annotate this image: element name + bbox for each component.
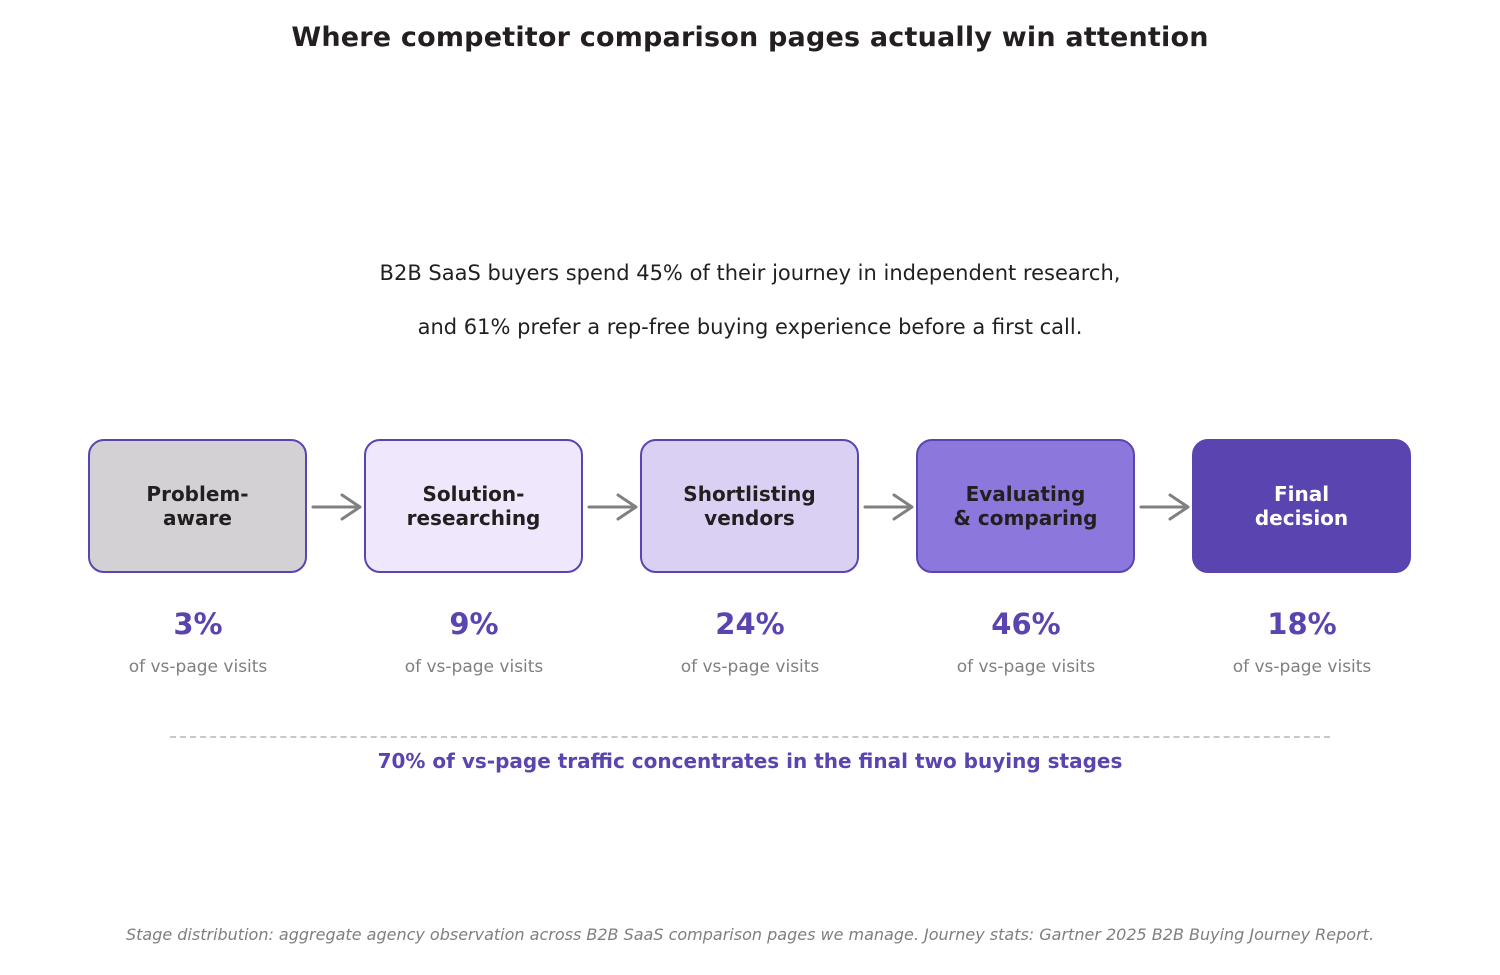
stage-share-value: 24% bbox=[715, 607, 785, 641]
stage-share-value: 3% bbox=[173, 607, 223, 641]
arrow-right-icon bbox=[863, 493, 914, 521]
subtitle-line-2: and 61% prefer a rep-free buying experie… bbox=[417, 315, 1083, 339]
stage-box-solution-researching: Solution- researching bbox=[364, 439, 583, 573]
subtitle-line-1: B2B SaaS buyers spend 45% of their journ… bbox=[379, 261, 1121, 285]
stage-box-problem-aware: Problem- aware bbox=[88, 439, 307, 573]
stage-share-caption: of vs-page visits bbox=[680, 657, 820, 677]
stage-share-value: 9% bbox=[449, 607, 499, 641]
stage-box-evaluating-comparing: Evaluating & comparing bbox=[916, 439, 1135, 573]
callout-text: 70% of vs-page traffic concentrates in t… bbox=[377, 749, 1123, 773]
stage-label: Evaluating & comparing bbox=[953, 482, 1098, 530]
stage-label: Problem- aware bbox=[146, 482, 249, 530]
stage-box-shortlisting-vendors: Shortlisting vendors bbox=[640, 439, 859, 573]
stage-box-final-decision: Final decision bbox=[1192, 439, 1411, 573]
source-footnote: Stage distribution: aggregate agency obs… bbox=[125, 925, 1375, 944]
stage-share-caption: of vs-page visits bbox=[956, 657, 1096, 677]
stage-label: Final decision bbox=[1254, 482, 1349, 530]
stage-share-value: 18% bbox=[1267, 607, 1337, 641]
arrow-right-icon bbox=[311, 493, 362, 521]
dashed-divider bbox=[170, 736, 1330, 738]
stage-share-caption: of vs-page visits bbox=[1232, 657, 1372, 677]
arrow-right-icon bbox=[1139, 493, 1190, 521]
stage-label: Shortlisting vendors bbox=[683, 482, 816, 530]
stage-label: Solution- researching bbox=[406, 482, 541, 530]
stage-share-value: 46% bbox=[991, 607, 1061, 641]
stage-share-caption: of vs-page visits bbox=[404, 657, 544, 677]
stage-share-caption: of vs-page visits bbox=[128, 657, 268, 677]
diagram-title: Where competitor comparison pages actual… bbox=[291, 22, 1209, 53]
arrow-right-icon bbox=[587, 493, 638, 521]
